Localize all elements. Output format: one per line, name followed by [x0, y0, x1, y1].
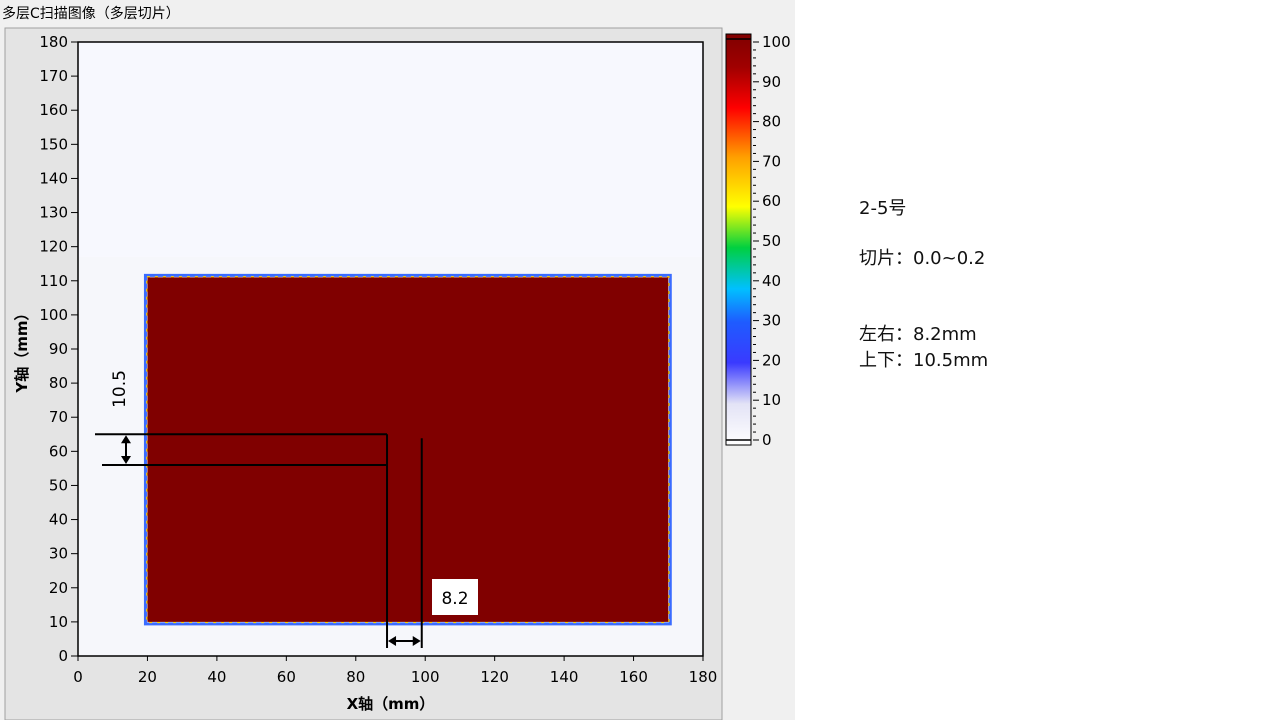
horizontal-arrow-head-right [412, 636, 421, 646]
y-tick-label: 90 [49, 340, 68, 358]
plot-area [4, 27, 723, 720]
y-tick-label: 10 [49, 613, 68, 631]
specimen-edge-blue [143, 273, 672, 626]
up-down-label: 上下：10.5mm [859, 350, 989, 371]
y-tick-label: 150 [39, 135, 68, 153]
y-tick-label: 70 [49, 408, 68, 426]
x-tick-label: 0 [73, 668, 83, 686]
y-tick-label: 60 [49, 442, 68, 460]
specimen-edge-yellow [146, 276, 670, 624]
specimen [147, 277, 669, 622]
y-tick-label: 120 [39, 238, 68, 256]
y-tick-label: 50 [49, 476, 68, 494]
horizontal-measure-box [432, 579, 478, 615]
x-tick-label: 140 [550, 668, 579, 686]
y-tick-label: 160 [39, 101, 68, 119]
x-tick-label: 20 [138, 668, 157, 686]
colorbar-tick-label: 80 [762, 113, 781, 131]
sample-label: 2-5号 [859, 198, 907, 219]
vertical-arrow-head-up [121, 435, 131, 444]
axes: 0 20 40 60 80 100 120 140 160 180 0 10 20 30 40 50 60 70 8… [13, 33, 717, 713]
y-tick-label: 140 [39, 169, 68, 187]
x-tick-label: 160 [619, 668, 648, 686]
y-tick-label: 110 [39, 272, 68, 290]
horizontal-measure-label: 8.2 [441, 589, 468, 609]
cscan-chart: 10.58.2 0 20 40 60 80 100 120 140 160 18001020304… [4, 27, 791, 720]
y-tick-label: 100 [39, 306, 68, 324]
y-tick-label: 20 [49, 579, 68, 597]
horizontal-arrow-head-left [388, 636, 397, 646]
y-tick-label: 130 [39, 204, 68, 222]
x-tick-label: 100 [411, 668, 440, 686]
colorbar-tick-label: 0 [762, 431, 772, 449]
x-tick-label: 40 [207, 668, 226, 686]
colorbar-tick-label: 60 [762, 192, 781, 210]
colorbar: 0 10 20 30 40 50 60 70 80 90 100 [725, 33, 791, 449]
y-axis-label: Y轴（mm） [13, 305, 31, 393]
y-tick-label: 30 [49, 545, 68, 563]
x-tick-label: 60 [277, 668, 296, 686]
colorbar-tick-label: 40 [762, 272, 781, 290]
unscanned-area [78, 42, 703, 257]
slice-label: 切片：0.0~0.2 [859, 248, 986, 269]
spacer [859, 222, 988, 246]
vertical-measure-label: 10.5 [110, 370, 130, 408]
y-tick-label: 180 [39, 33, 68, 51]
colorbar-tick-label: 70 [762, 152, 781, 170]
defect-overlay: 10.5 8.2 [95, 370, 478, 648]
x-tick-label: 120 [480, 668, 509, 686]
x-tick-label: 180 [689, 668, 718, 686]
left-right-label: 左右：8.2mm [859, 324, 977, 345]
spacer [859, 272, 988, 322]
y-tick-label: 0 [58, 647, 68, 665]
x-axis-label: X轴（mm） [347, 695, 435, 713]
colorbar-tick-label: 90 [762, 73, 781, 91]
x-tick-label: 80 [346, 668, 365, 686]
vertical-arrow-head-down [121, 455, 131, 464]
colorbar-tick-label: 100 [762, 33, 791, 51]
window-title: 多层C扫描图像（多层切片） [2, 6, 180, 22]
info-panel: 2-5号 切片：0.0~0.2 左右：8.2mm 上下：10.5mm [859, 196, 988, 374]
y-tick-label: 40 [49, 511, 68, 529]
colorbar-tick-label: 20 [762, 351, 781, 369]
colorbar-tick-label: 50 [762, 232, 781, 250]
colorbar-gradient [725, 33, 752, 446]
colorbar-tick-label: 10 [762, 391, 781, 409]
y-tick-label: 170 [39, 67, 68, 85]
colorbar-tick-label: 30 [762, 312, 781, 330]
y-tick-label: 80 [49, 374, 68, 392]
